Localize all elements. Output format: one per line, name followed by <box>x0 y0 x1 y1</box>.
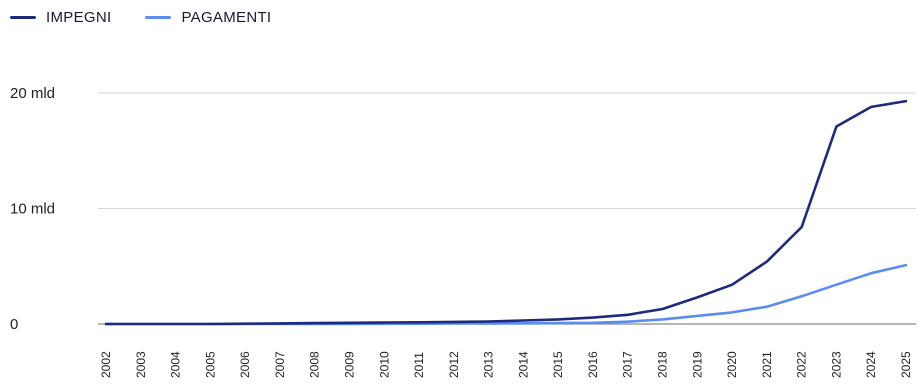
x-tick-label: 2025 <box>899 351 913 378</box>
x-tick-label: 2003 <box>134 351 148 378</box>
series-line-pagamenti <box>104 263 908 326</box>
x-tick-label: 2021 <box>760 351 774 378</box>
x-tick-label: 2005 <box>203 351 217 378</box>
x-tick-label: 2019 <box>690 351 704 378</box>
x-tick-label: 2006 <box>238 351 252 378</box>
x-tick-label: 2011 <box>412 352 426 378</box>
x-axis-ticks: 2002 2003 2004 2005 2006 2007 2008 2009 2010 2011… <box>99 351 913 378</box>
y-tick-label: 20 mld <box>10 85 55 102</box>
x-tick-label: 2014 <box>516 351 530 378</box>
x-tick-label: 2023 <box>829 351 843 378</box>
x-tick-label: 2024 <box>864 351 878 378</box>
legend-swatch-impegni <box>10 16 36 19</box>
legend-label-impegni: IMPEGNI <box>46 9 112 26</box>
legend-swatch-pagamenti <box>145 16 172 19</box>
legend-label-pagamenti: PAGAMENTI <box>181 9 272 26</box>
x-tick-label: 2022 <box>795 351 809 378</box>
x-tick-label: 2012 <box>447 351 461 378</box>
x-tick-label: 2018 <box>656 351 670 378</box>
x-tick-label: 2007 <box>273 351 287 378</box>
x-tick-label: 2015 <box>551 351 565 378</box>
series-lines <box>104 99 908 326</box>
x-tick-label: 2017 <box>621 351 635 378</box>
x-tick-label: 2020 <box>725 351 739 378</box>
y-tick-label: 10 mld <box>10 201 55 218</box>
x-tick-label: 2016 <box>586 351 600 378</box>
x-tick-label: 2010 <box>377 351 391 378</box>
x-tick-label: 2004 <box>169 351 183 378</box>
legend: IMPEGNI PAGAMENTI <box>10 9 271 26</box>
series-line-impegni <box>104 99 908 326</box>
y-tick-label: 0 <box>10 316 18 333</box>
x-tick-label: 2002 <box>99 351 113 378</box>
y-axis-ticks: 0 10 mld 20 mld <box>10 85 55 333</box>
gridlines <box>98 92 916 325</box>
legend-item-pagamenti: PAGAMENTI <box>145 9 271 26</box>
x-tick-label: 2008 <box>308 351 322 378</box>
legend-item-impegni: IMPEGNI <box>10 9 111 26</box>
x-tick-label: 2009 <box>342 351 356 378</box>
x-tick-label: 2013 <box>482 351 496 378</box>
